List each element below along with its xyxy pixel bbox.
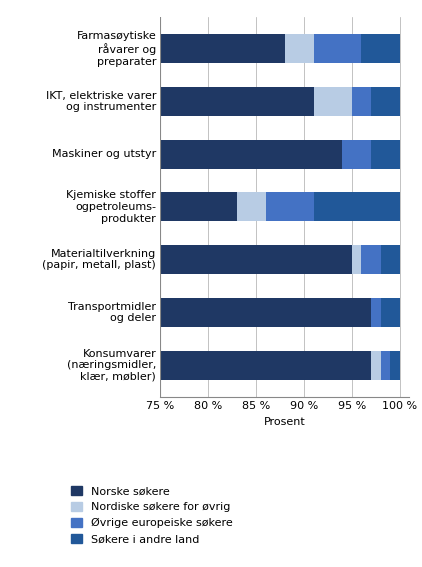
Legend: Norske søkere, Nordiske søkere for øvrig, Øvrige europeiske søkere, Søkere i and: Norske søkere, Nordiske søkere for øvrig…: [71, 486, 233, 544]
Bar: [342, 139, 371, 169]
Bar: [371, 139, 400, 169]
Bar: [371, 87, 400, 116]
Bar: [0, 34, 285, 64]
Bar: [371, 298, 381, 327]
Bar: [314, 34, 362, 64]
Bar: [390, 350, 400, 380]
Bar: [352, 87, 371, 116]
Bar: [314, 192, 400, 222]
X-axis label: Prosent: Prosent: [264, 417, 306, 426]
Bar: [381, 350, 390, 380]
Bar: [362, 245, 381, 274]
Bar: [0, 87, 314, 116]
Bar: [362, 34, 400, 64]
Bar: [0, 245, 352, 274]
Bar: [314, 87, 352, 116]
Bar: [381, 245, 400, 274]
Bar: [266, 192, 314, 222]
Bar: [0, 139, 342, 169]
Bar: [352, 245, 362, 274]
Bar: [237, 192, 266, 222]
Bar: [285, 34, 314, 64]
Bar: [371, 350, 381, 380]
Bar: [0, 350, 371, 380]
Bar: [381, 298, 400, 327]
Bar: [0, 298, 371, 327]
Bar: [0, 192, 237, 222]
